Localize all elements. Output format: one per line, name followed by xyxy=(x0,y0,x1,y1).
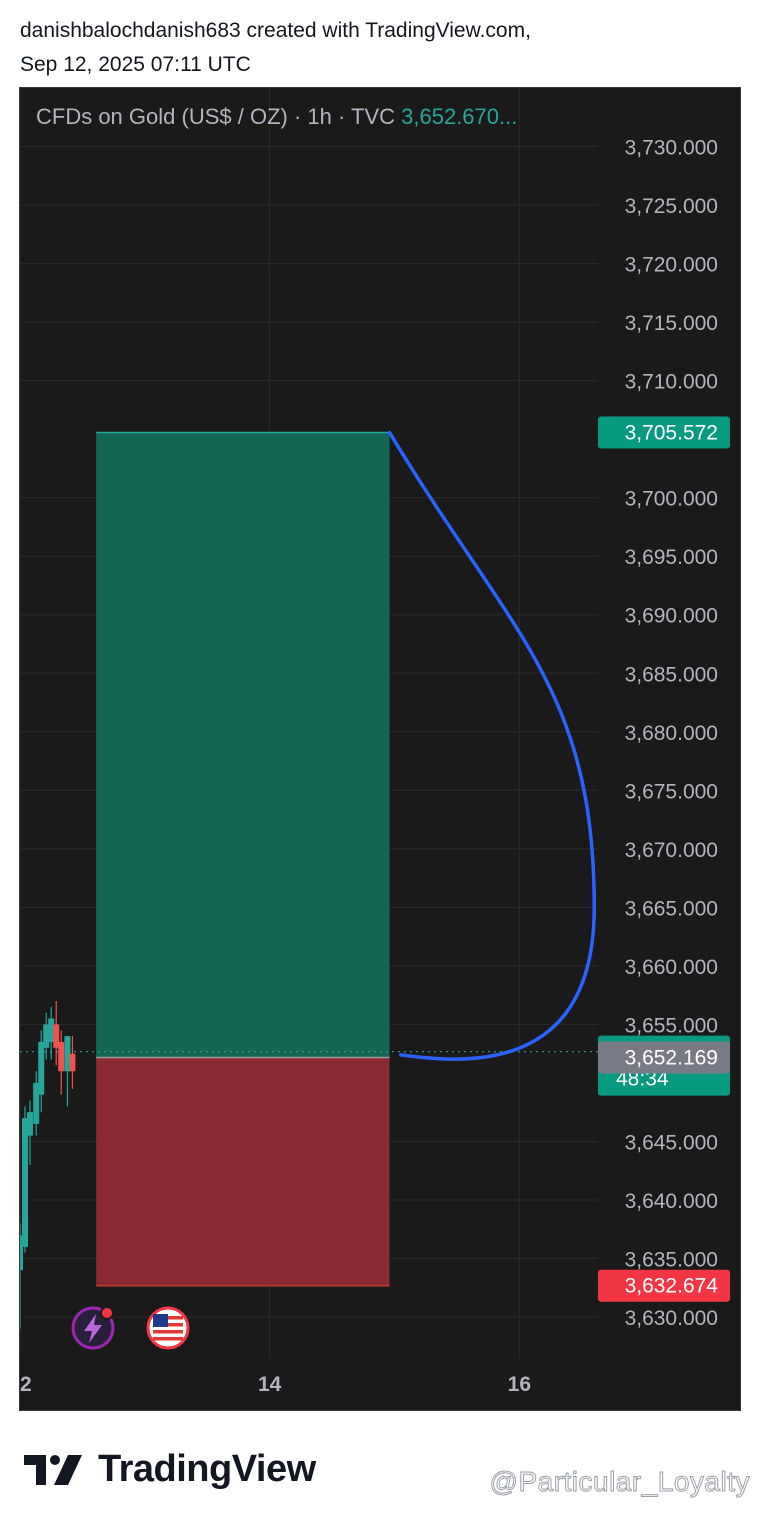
candle xyxy=(48,1006,55,1060)
tradingview-mark-icon xyxy=(24,1454,82,1485)
price-tick-label: 3,660.000 xyxy=(625,956,718,979)
candle xyxy=(58,1030,65,1095)
price-tick-label: 3,675.000 xyxy=(625,780,718,803)
price-label-box xyxy=(598,1269,730,1302)
price-tick-label: 3,690.000 xyxy=(625,605,718,628)
price-label-green: 3,705.572 xyxy=(598,416,730,449)
candle xyxy=(38,1030,45,1113)
price-tick-label: 3,720.000 xyxy=(625,254,718,277)
price-tick-label: 3,710.000 xyxy=(625,371,718,394)
candle-body xyxy=(20,1235,23,1271)
price-label-text: 3,652.169 xyxy=(625,1047,718,1070)
candle xyxy=(64,1036,71,1107)
time-axis: 2 14 16 xyxy=(20,1373,531,1396)
chart-caption-date: Sep 12, 2025 07:11 UTC xyxy=(20,53,251,76)
candle-body xyxy=(33,1082,40,1124)
price-tick-label: 3,700.000 xyxy=(625,488,718,511)
lightning-event-icon[interactable] xyxy=(71,1306,115,1350)
candle xyxy=(69,1036,76,1089)
candle-body xyxy=(69,1053,76,1072)
price-labels: 3,705.5723,652.67048:343,652.1693,632.67… xyxy=(598,416,730,1302)
price-tick-label: 3,665.000 xyxy=(625,897,718,920)
chart-caption-author: danishbalochdanish683 created with Tradi… xyxy=(20,19,531,42)
profit-zone xyxy=(96,432,390,1058)
us-flag-event-icon[interactable] xyxy=(146,1306,190,1350)
candle-body xyxy=(64,1036,71,1072)
candle xyxy=(26,1100,33,1165)
price-tick-label: 3,730.000 xyxy=(625,137,718,160)
projection-curve-path xyxy=(387,430,597,1061)
event-icons xyxy=(71,1306,190,1350)
legend-price: 3,652.670... xyxy=(401,104,518,129)
loss-zone xyxy=(96,1057,390,1286)
chart-canvas[interactable]: 3,630.000 3,635.000 3,640.000 3,645.000 3,65… xyxy=(20,88,740,1410)
position-zones xyxy=(96,431,390,1287)
price-label-box xyxy=(598,1041,730,1074)
candle xyxy=(20,1223,23,1329)
watermark: @Particular_Loyalty xyxy=(489,1466,750,1498)
candle-body xyxy=(58,1041,65,1072)
candle-body xyxy=(21,1118,28,1247)
candle xyxy=(43,1012,50,1060)
candle xyxy=(33,1071,40,1136)
price-tick-label: 3,635.000 xyxy=(625,1249,718,1272)
chart-panel[interactable]: 3,630.000 3,635.000 3,640.000 3,645.000 3,65… xyxy=(19,87,741,1411)
price-label-red: 3,632.674 xyxy=(598,1269,730,1302)
candles xyxy=(20,1000,76,1329)
candle xyxy=(21,1106,28,1253)
price-tick-label: 3,655.000 xyxy=(625,1014,718,1037)
price-tick-label: 3,670.000 xyxy=(625,839,718,862)
candle-body xyxy=(53,1024,60,1048)
price-axis: 3,630.000 3,635.000 3,640.000 3,645.000 3,65… xyxy=(625,137,718,1331)
candle-body xyxy=(38,1041,45,1095)
candle xyxy=(53,1000,60,1066)
time-tick-label: 2 xyxy=(20,1373,32,1396)
price-tick-label: 3,685.000 xyxy=(625,663,718,686)
price-tick-label: 3,680.000 xyxy=(625,722,718,745)
candle-body xyxy=(43,1024,50,1048)
price-label-gray: 3,652.169 xyxy=(598,1041,730,1074)
price-label-text: 3,632.674 xyxy=(625,1275,719,1298)
candle-body xyxy=(48,1018,55,1042)
symbol-title: CFDs on Gold (US$ / OZ) · 1h · TVC xyxy=(36,104,396,129)
price-tick-label: 3,715.000 xyxy=(625,312,718,335)
candle-body xyxy=(26,1112,33,1136)
chart-legend: CFDs on Gold (US$ / OZ) · 1h · TVC 3,652… xyxy=(36,104,517,130)
tradingview-logo: TradingView xyxy=(24,1448,316,1491)
price-tick-label: 3,630.000 xyxy=(625,1307,718,1330)
price-tick-label: 3,725.000 xyxy=(625,195,718,218)
time-tick-label: 14 xyxy=(258,1373,282,1396)
price-label-box xyxy=(598,416,730,449)
price-tick-label: 3,695.000 xyxy=(625,546,718,569)
projection-curve xyxy=(387,430,597,1061)
brand-wordmark: TradingView xyxy=(98,1448,316,1490)
price-tick-label: 3,645.000 xyxy=(625,1131,718,1154)
price-tick-label: 3,640.000 xyxy=(625,1190,718,1213)
time-tick-label: 16 xyxy=(508,1373,531,1396)
price-label-text: 3,705.572 xyxy=(625,421,718,444)
